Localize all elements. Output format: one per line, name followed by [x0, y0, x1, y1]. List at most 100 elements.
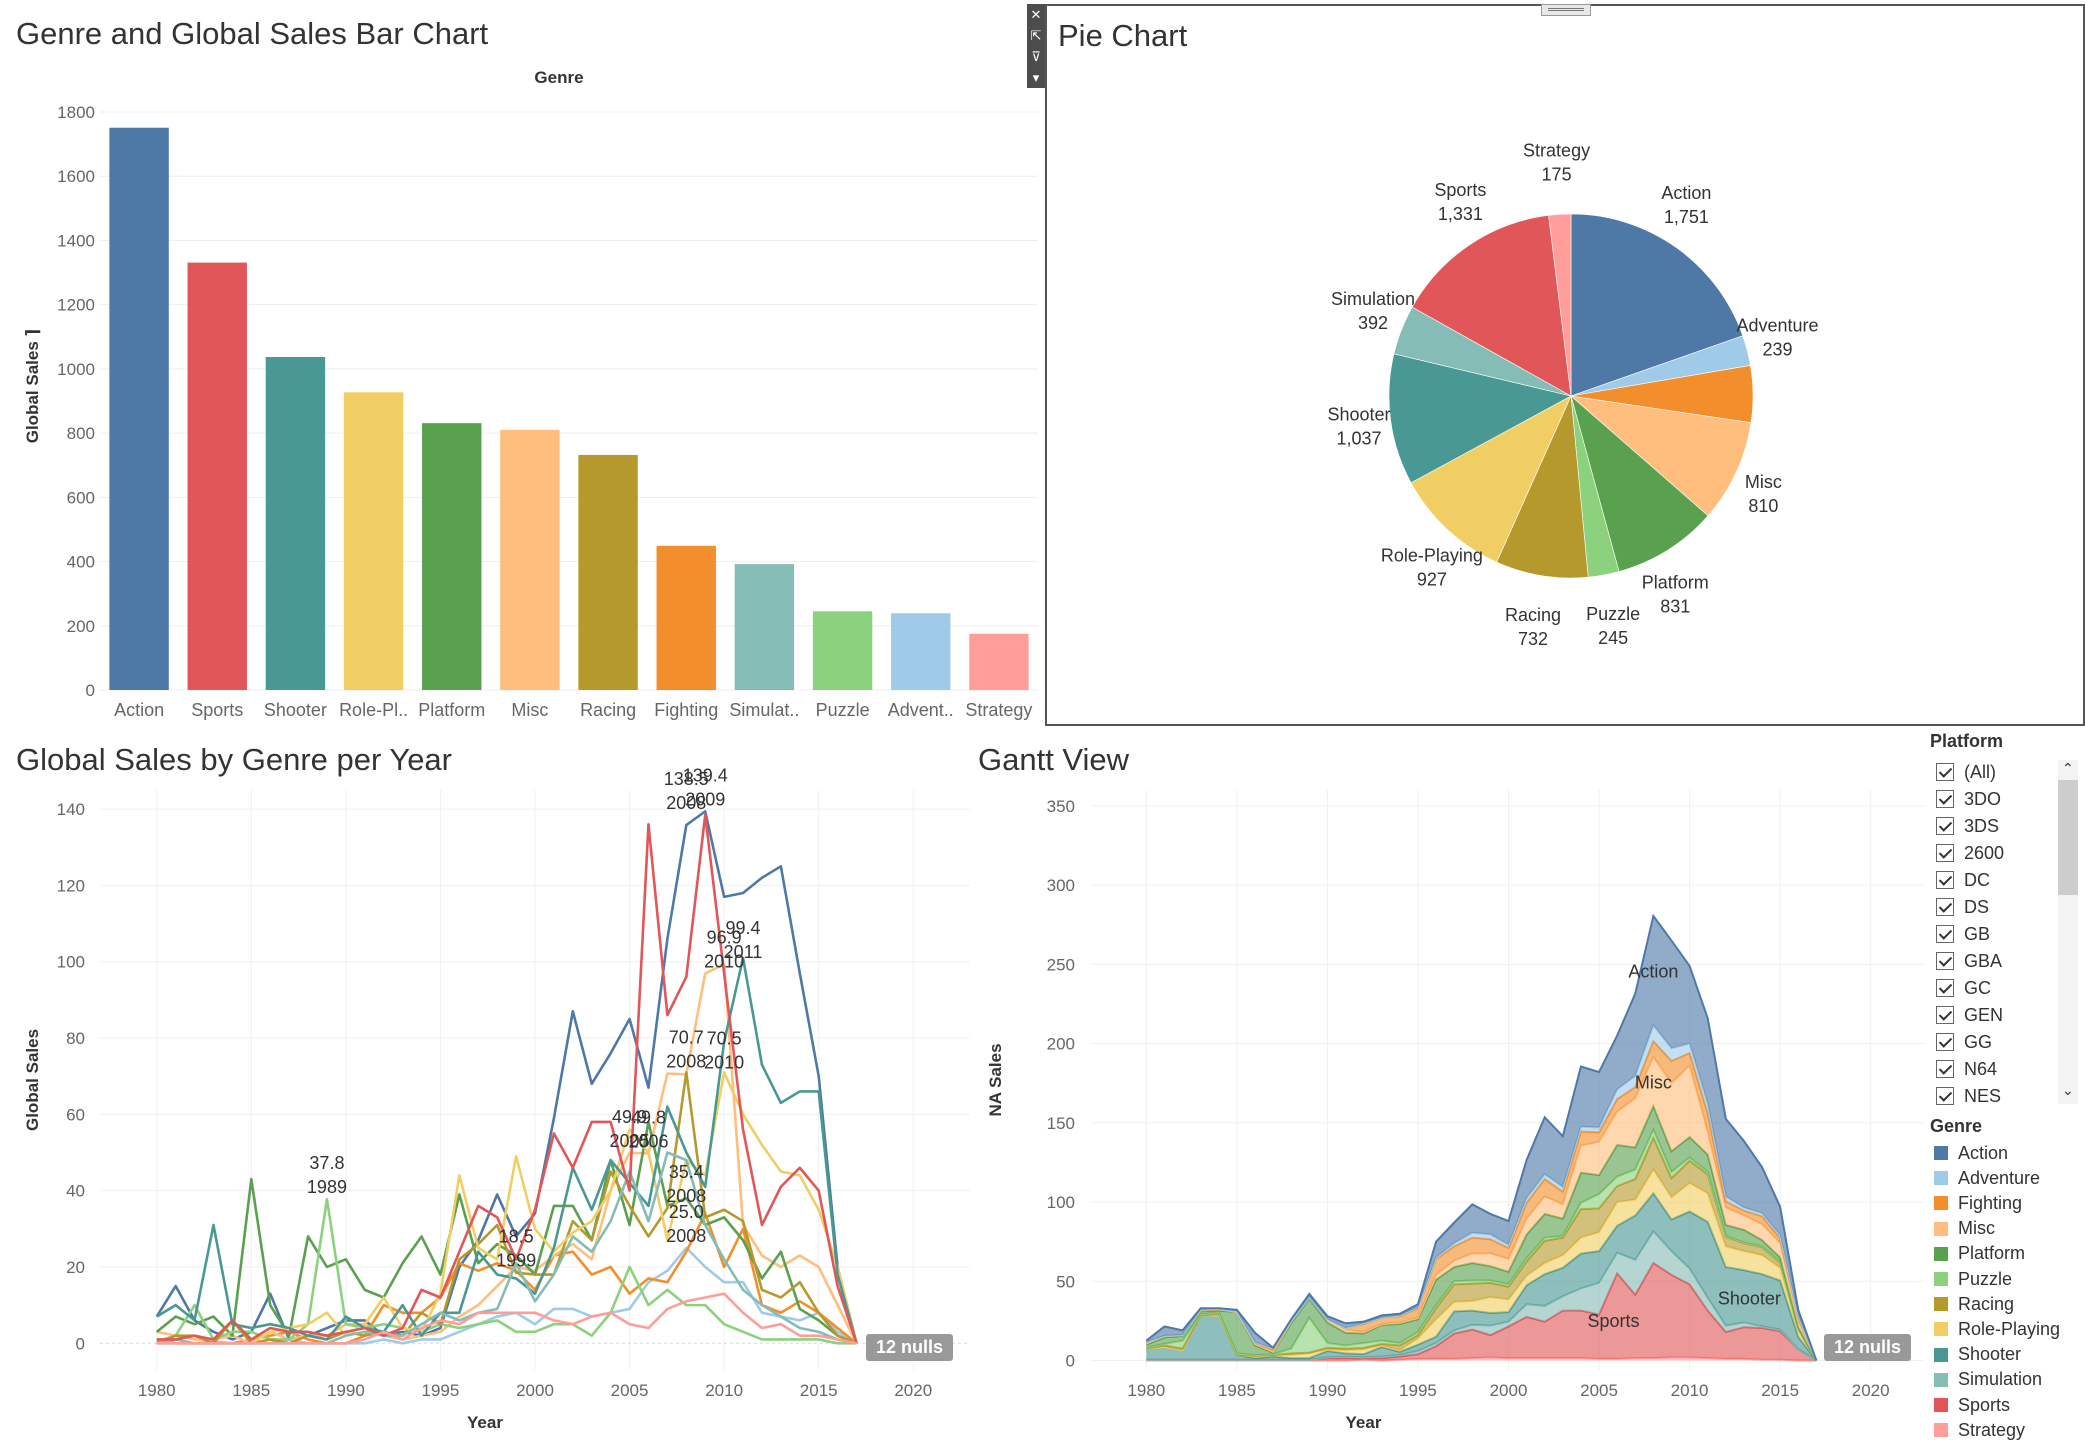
- legend-swatch: [1934, 1196, 1948, 1211]
- area-edge-misc: [1145, 1054, 1818, 1361]
- checkbox[interactable]: [1936, 1060, 1954, 1078]
- area-x-tick-label: 2020: [1852, 1381, 1890, 1400]
- area-x-tick-label: 1985: [1218, 1381, 1256, 1400]
- checkbox[interactable]: [1936, 952, 1954, 970]
- legend-item-role-playing[interactable]: Role-Playing: [1934, 1317, 2060, 1341]
- platform-option-gba[interactable]: GBA: [1936, 949, 2002, 973]
- checkbox[interactable]: [1936, 1033, 1954, 1051]
- legend-swatch: [1934, 1171, 1948, 1186]
- legend-swatch: [1934, 1423, 1948, 1438]
- nulls-badge[interactable]: 12 nulls: [866, 1334, 954, 1361]
- pie-label-shooter: Shooter 1,037: [1327, 405, 1390, 449]
- legend-item-adventure[interactable]: Adventure: [1934, 1166, 2040, 1190]
- line-chart: 1980 1985 1990 1995 2000 2005 2010 2015 2020 0 20 4…: [23, 765, 970, 1432]
- area-layer-sports: [1146, 1263, 1817, 1361]
- area-y-tick-label: 200: [1047, 1035, 1075, 1054]
- legend-item-fighting[interactable]: Fighting: [1934, 1191, 2022, 1215]
- area-y-tick-label: 350: [1047, 797, 1075, 816]
- legend-label: Action: [1958, 1142, 2009, 1163]
- close-icon[interactable]: ✕: [1030, 7, 1042, 22]
- platform-option-gc[interactable]: GC: [1936, 976, 1991, 1000]
- platform-option-gg[interactable]: GG: [1936, 1030, 1992, 1054]
- checkbox[interactable]: [1936, 925, 1954, 943]
- platform-option-ds[interactable]: DS: [1936, 895, 1989, 919]
- line-annotation: 138.5 2008: [664, 769, 709, 813]
- bar-misc: [500, 429, 560, 690]
- legend-label: Misc: [1958, 1218, 1995, 1239]
- checkbox[interactable]: [1936, 1006, 1954, 1024]
- checkbox[interactable]: [1936, 871, 1954, 889]
- legend-label: Strategy: [1958, 1419, 2026, 1440]
- line-annotation: 18.5 1999: [496, 1227, 536, 1271]
- line-series-racing: [156, 1071, 858, 1345]
- legend-item-platform[interactable]: Platform: [1934, 1242, 2025, 1266]
- legend-label: Platform: [1958, 1243, 2026, 1264]
- scroll-up-icon[interactable]: ⌃: [2062, 760, 2074, 776]
- legend-item-simulation[interactable]: Simulation: [1934, 1368, 2042, 1392]
- line-x-tick-label: 1995: [422, 1381, 460, 1400]
- checkbox[interactable]: [1936, 898, 1954, 916]
- legend-item-misc[interactable]: Misc: [1934, 1217, 1995, 1241]
- area-x-tick-label: 2005: [1580, 1381, 1618, 1400]
- line-annotation: 49.9 2005: [610, 1107, 650, 1151]
- platform-option-all[interactable]: (All): [1936, 760, 1996, 784]
- line-annotation: 70.5 2010: [704, 1028, 744, 1072]
- filter-scrollbar-thumb[interactable]: [2058, 780, 2078, 895]
- checkbox[interactable]: [1936, 790, 1954, 808]
- legend-item-shooter[interactable]: Shooter: [1934, 1343, 2021, 1367]
- platform-option-gb[interactable]: GB: [1936, 922, 1990, 946]
- platform-option-label: NES: [1964, 1085, 2002, 1106]
- nulls-badge[interactable]: 12 nulls: [1824, 1334, 1912, 1361]
- filter-icon[interactable]: ⊽: [1031, 49, 1041, 64]
- platform-option-label: 3DS: [1964, 815, 2000, 836]
- pie-slice-action: [1570, 213, 1744, 397]
- platform-option-gen[interactable]: GEN: [1936, 1003, 2003, 1027]
- legend-item-action[interactable]: Action: [1934, 1141, 2008, 1165]
- bar-racing: [578, 454, 638, 690]
- side-controls: Platform (All) 3DO 3DS 2600 DC DS GB GBA GC GEN GG…: [1930, 730, 2085, 1449]
- platform-option-label: GB: [1964, 923, 1991, 944]
- platform-option-n64[interactable]: N64: [1936, 1057, 1997, 1081]
- scroll-down-icon[interactable]: ⌄: [2062, 1082, 2074, 1098]
- open-external-icon[interactable]: ⇱: [1030, 28, 1042, 43]
- area-x-tick-label: 1980: [1127, 1381, 1165, 1400]
- platform-option-3ds[interactable]: 3DS: [1936, 814, 1999, 838]
- bar-chart: Genre 0 200 400 600 800 1000 1200 1400 1600 1800 Gl…: [23, 68, 1038, 720]
- checkbox[interactable]: [1936, 1087, 1954, 1105]
- legend-swatch: [1934, 1146, 1948, 1160]
- area-y-tick-label: 300: [1047, 876, 1075, 895]
- line-x-tick-label: 2015: [800, 1381, 838, 1400]
- line-x-axis-label: Year: [467, 1413, 503, 1432]
- line-x-tick-label: 1980: [138, 1381, 176, 1400]
- bar-column-header: Genre: [534, 68, 583, 87]
- checkbox[interactable]: [1936, 979, 1954, 997]
- legend-swatch: [1934, 1272, 1948, 1286]
- platform-option-nes[interactable]: NES: [1936, 1084, 2001, 1108]
- area-chart-panel: Gantt View 1980 1985 1990 1995 2000 2005 2010 2…: [975, 730, 1930, 1449]
- platform-option-dc[interactable]: DC: [1936, 868, 1990, 892]
- bar-y-tick-label: 0: [86, 681, 95, 700]
- checkbox[interactable]: [1936, 817, 1954, 835]
- menu-dropdown-icon[interactable]: ▾: [1032, 70, 1040, 85]
- platform-option-3do[interactable]: 3DO: [1936, 787, 2001, 811]
- line-x-tick-label: 1990: [327, 1381, 365, 1400]
- drag-handle-icon[interactable]: [1541, 4, 1591, 16]
- checkbox[interactable]: [1936, 844, 1954, 862]
- pie-slice-platform: [1570, 395, 1709, 572]
- legend-label: Fighting: [1958, 1192, 2023, 1213]
- line-y-tick-label: 20: [66, 1258, 85, 1277]
- line-annotation: 37.8 1989: [307, 1153, 347, 1197]
- legend-item-puzzle[interactable]: Puzzle: [1934, 1267, 2012, 1291]
- pie-chart-title: Pie Chart: [1058, 18, 1188, 53]
- legend-swatch: [1934, 1398, 1948, 1412]
- checkbox[interactable]: [1936, 763, 1954, 781]
- pie-label-strategy: Strategy 175: [1523, 140, 1590, 184]
- legend-item-strategy[interactable]: Strategy: [1934, 1418, 2025, 1442]
- legend-item-sports[interactable]: Sports: [1934, 1393, 2010, 1417]
- legend-item-racing[interactable]: Racing: [1934, 1292, 2014, 1316]
- platform-option-2600[interactable]: 2600: [1936, 841, 2004, 865]
- bar-chart-panel: Genre and Global Sales Bar Chart Genre 0 2…: [0, 0, 1040, 730]
- bar-x-tick-label: Shooter: [264, 700, 327, 720]
- bar-x-tick-label: Sports: [191, 700, 243, 720]
- pie-label-racing: Racing 732: [1505, 605, 1561, 649]
